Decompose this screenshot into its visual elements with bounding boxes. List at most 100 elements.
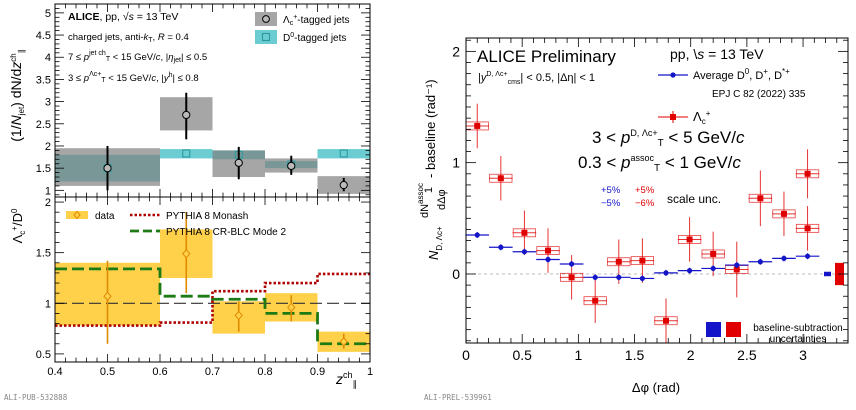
avg-point (569, 261, 575, 267)
scale-unc-lc-plus: +5% (635, 185, 655, 196)
data-point (103, 291, 112, 301)
legend-monash-label: PYTHIA 8 Monash (166, 211, 248, 222)
x-tick-label: 2.5 (737, 347, 757, 363)
y-tick-label: 1 (452, 155, 460, 171)
lc-point (710, 250, 717, 257)
jet-pt-text: 7 ≤ pjet chT < 15 GeV/c, |ηjet| ≤ 0.5 (68, 50, 207, 64)
baseline-label-1: baseline-subtraction (753, 323, 843, 334)
data-point (182, 248, 191, 259)
avg-baseline-box (824, 271, 831, 277)
energy-label: pp, \s = 13 TeV (670, 46, 764, 62)
lc-point (568, 274, 575, 281)
x-tick-label: 0.9 (310, 366, 325, 378)
d0-syst-box (317, 149, 370, 159)
x-tick-label: 0.5 (512, 347, 532, 363)
pt-assoc-label: 0.3 < passocT < 1 GeV/c (578, 153, 741, 174)
lc-point (639, 257, 646, 264)
legend-data-marker (73, 210, 81, 220)
legend-baseline-lc-box (726, 322, 741, 337)
y-label-dphi: dΔφ (436, 189, 448, 210)
y-tick-label: 1 (45, 298, 51, 310)
x-tick-label: 1 (574, 347, 582, 363)
scale-unc-avg-minus: −5% (601, 198, 621, 209)
legend-lambda-label: Λc+-tagged jets (283, 14, 350, 27)
lc-point (804, 225, 811, 232)
scale-unc-lc-minus: −6% (635, 198, 655, 209)
y-tick-label: 2.5 (36, 119, 51, 131)
d0-syst-box (160, 149, 213, 159)
data-point (234, 310, 243, 321)
lc-point (733, 266, 740, 273)
avg-point (545, 256, 551, 263)
lc-point (474, 122, 481, 129)
rapidity-cut-label: |yD, Λc+cms| < 0.5, |Δη| < 1 (478, 71, 595, 86)
right-title: ALICE Preliminary (477, 47, 616, 66)
legend-lc-label: Λc+ (693, 109, 711, 126)
y-tick-label: 0.5 (36, 349, 51, 361)
d0-point (182, 149, 191, 158)
avg-point (804, 253, 811, 259)
footer-left-id: ALI-PUB-532888 (4, 393, 68, 402)
legend-lambda-marker (262, 15, 270, 23)
lc-point (804, 170, 811, 177)
y-tick-label: 4.5 (36, 30, 51, 42)
legend-d0-marker (261, 32, 271, 42)
y-tick-label: 3.5 (36, 74, 51, 86)
avg-point (474, 232, 480, 238)
lc-point (686, 236, 693, 243)
x-tick-label: 0 (462, 347, 470, 363)
x-tick-label: 3 (799, 347, 807, 363)
avg-point (592, 274, 598, 280)
y-tick-label: 2 (45, 141, 51, 153)
legend-d0-box (255, 30, 277, 44)
right-x-axis-label: Δφ (rad) (632, 380, 680, 395)
lc-point (615, 258, 622, 265)
y-label-baseline: - baseline (rad⁻¹) (423, 79, 438, 178)
pythia-monash-line (55, 272, 370, 327)
data-point (287, 302, 296, 313)
y-label-dn: dNassoc (416, 183, 431, 218)
lc-point (545, 247, 552, 254)
avg-point (521, 249, 528, 255)
y-tick-label: 1 (45, 185, 51, 197)
y-label-norm: ND, Λc+ (426, 226, 444, 260)
y-tick-label: 2 (45, 197, 51, 209)
top-left-panel: 1 1.5 2 2.5 3 3.5 4 4.5 5 (1/Njet) dN/dzch∥ ALICE,… (8, 3, 371, 198)
x-tick-label: 1 (367, 366, 373, 378)
right-y-axis-label: 1 ND, Λc+ dNassoc dΔφ - baseline (rad⁻¹) (416, 79, 448, 260)
legend-avg-label: Average D0, D+, D*+ (693, 67, 790, 82)
legend-d0-label: D0-tagged jets (283, 32, 346, 44)
avg-point (781, 255, 787, 262)
legend-crblc-label: PYTHIA 8 CR-BLC Mode 2 (166, 227, 286, 238)
bottom-left-panel: 0.5 1 1.5 2 0.4 0.5 0.6 0.7 0.8 0.9 1 Λc+/D0 zch∥ dat… (10, 196, 373, 389)
x-axis-label-z: zch∥ (335, 370, 357, 389)
reference-citation: EPJ C 82 (2022) 335 (712, 89, 806, 100)
data-point (339, 336, 348, 347)
lc-point (592, 297, 599, 304)
y-tick-label: 0 (452, 266, 460, 282)
top-y-axis-label: (1/Njet) dN/dzch∥ (8, 49, 26, 142)
avg-point (663, 270, 669, 276)
avg-point (686, 268, 693, 274)
lc-point (757, 195, 764, 202)
lambda-point (287, 161, 296, 171)
lambda-point (234, 158, 243, 167)
baseline-label-2: uncertainties (770, 334, 827, 345)
y-tick-label: 3 (45, 97, 51, 109)
jet-selection-text: charged jets, anti-kT, R = 0.4 (68, 32, 189, 44)
legend-data-label: data (95, 211, 115, 222)
avg-point (498, 244, 504, 250)
alice-header: ALICE, pp, √s = 13 TeV (68, 11, 178, 23)
d0-point (339, 149, 348, 158)
x-tick-label: 1.5 (625, 347, 645, 363)
y-tick-label: 1.5 (36, 248, 51, 260)
x-tick-label: 0.6 (152, 366, 167, 378)
lc-point (497, 175, 504, 182)
y-tick-label: 4 (45, 52, 51, 64)
avg-point (710, 265, 716, 272)
legend-baseline-avg-box (706, 322, 721, 337)
x-tick-label: 0.5 (100, 366, 115, 378)
scale-unc-label: scale unc. (667, 192, 721, 206)
